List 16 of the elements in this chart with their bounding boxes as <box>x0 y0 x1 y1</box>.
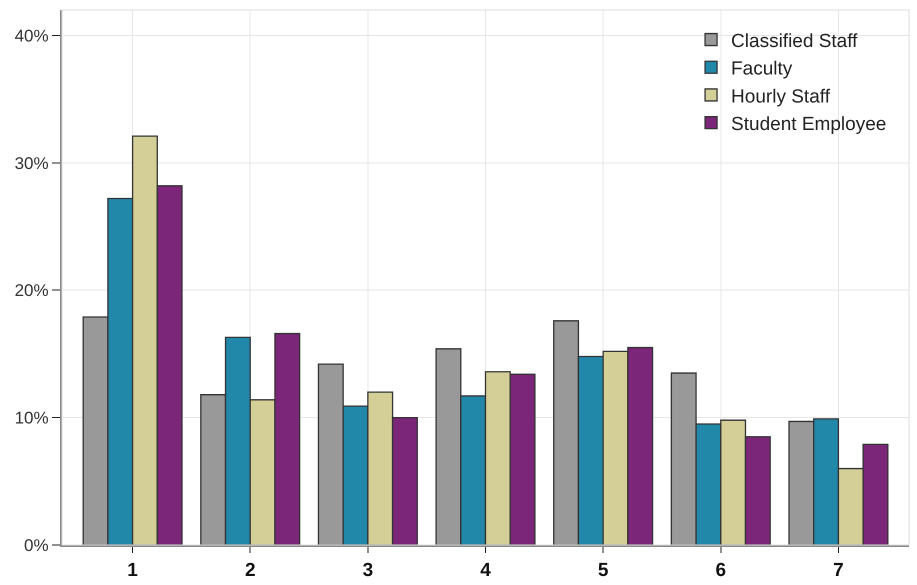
x-tick-label: 7 <box>833 560 844 581</box>
x-tick-label: 6 <box>715 560 726 581</box>
y-tick-label: 10% <box>14 408 49 428</box>
x-tick-label: 5 <box>598 560 609 581</box>
legend-label: Faculty <box>731 58 793 80</box>
legend-label: Hourly Staff <box>731 86 831 108</box>
y-tick-label: 40% <box>14 26 49 46</box>
x-tick-label: 1 <box>127 560 138 581</box>
y-tick-label: 20% <box>14 281 49 300</box>
legend-label: Student Employee <box>731 114 886 136</box>
y-tick-label: 0% <box>24 536 49 555</box>
x-tick-label: 2 <box>244 560 256 581</box>
y-tick-label: 30% <box>14 154 49 173</box>
x-tick-label: 3 <box>362 560 374 581</box>
legend-label: Classified Staff <box>731 30 858 52</box>
x-tick-label: 4 <box>480 560 492 581</box>
